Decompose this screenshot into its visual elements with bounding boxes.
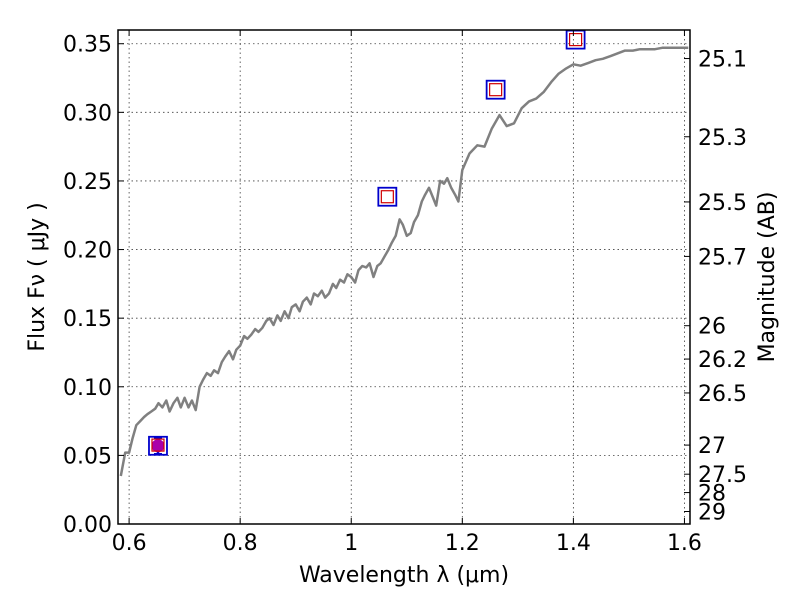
mag-tick-label: 27.5: [698, 463, 747, 488]
x-tick-label: 0.6: [112, 531, 147, 556]
y-tick-label: 0.35: [63, 33, 112, 58]
y-tick-label: 0.00: [63, 513, 112, 538]
axis-ticks: 0.6 0.8 1 1.2 1.4 1.6 0.00 0.05 0.10 0.15 0.20 0.25…: [63, 30, 747, 556]
grid-lines: [118, 30, 690, 525]
model-photometry-red: [151, 438, 165, 452]
mag-tick-label: 26.5: [698, 382, 747, 407]
y-tick-label: 0.10: [63, 376, 112, 401]
y-tick-label: 0.05: [63, 444, 112, 469]
plot-data: [119, 29, 689, 477]
y-tick-label: 0.30: [63, 101, 112, 126]
model-photometry-red: [489, 83, 503, 97]
mag-tick-label: 25.1: [698, 48, 747, 73]
mag-tick-label: 25.3: [698, 126, 747, 151]
mag-tick-label: 26.2: [698, 348, 747, 373]
model-photometry-blue: [148, 435, 168, 456]
model-spectrum-line: [119, 46, 689, 477]
plot-frame: [117, 29, 691, 525]
x-tick-label: 1.4: [556, 531, 591, 556]
model-photometry-red: [568, 33, 583, 47]
mag-tick-label: 25.7: [698, 245, 747, 270]
x-tick-label: 0.8: [223, 531, 258, 556]
x-tick-label: 1.2: [445, 531, 480, 556]
mag-tick-label: 29: [698, 501, 726, 526]
right-axis-label: Magnitude (AB): [755, 192, 780, 363]
y-tick-label: 0.15: [63, 307, 112, 332]
mag-tick-label: 28: [698, 482, 726, 507]
x-tick-label: 1: [344, 531, 358, 556]
y-axis-label: Flux Fν ( μJy ): [25, 202, 50, 351]
mag-tick-label: 27: [698, 434, 726, 459]
observed-point: [151, 439, 165, 453]
y-tick-label: 0.25: [63, 170, 112, 195]
model-photometry-blue: [485, 79, 506, 100]
mag-tick-label: 26: [698, 315, 726, 340]
model-photometry-blue: [377, 186, 398, 207]
x-tick-label: 1.6: [667, 531, 702, 556]
mag-tick-label: 25.5: [698, 191, 747, 216]
x-axis-label: Wavelength λ (μm): [299, 563, 509, 588]
model-photometry-red: [380, 190, 394, 204]
y-tick-label: 0.20: [63, 239, 112, 264]
